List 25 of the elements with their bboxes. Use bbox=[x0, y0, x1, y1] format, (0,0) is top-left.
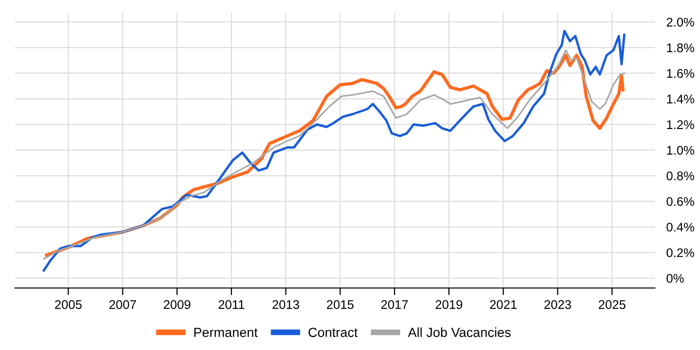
x-tick-label: 2007 bbox=[109, 300, 136, 309]
y-tick-label: 0% bbox=[666, 274, 684, 283]
y-tick-label: 0.2% bbox=[666, 248, 694, 258]
x-tick-label: 2009 bbox=[164, 300, 190, 309]
y-tick-label: 1.0% bbox=[667, 146, 694, 155]
y-tick-label: 2.0% bbox=[666, 18, 694, 27]
legend-label: Contract bbox=[308, 328, 358, 338]
x-tick-label: 2011 bbox=[218, 300, 244, 309]
x-tick-label: 2021 bbox=[490, 300, 517, 309]
x-tick-label: 2023 bbox=[544, 300, 572, 309]
legend-label: Permanent bbox=[194, 328, 258, 338]
y-tick-label: 1.4% bbox=[667, 94, 694, 104]
y-tick-label: 1.8% bbox=[667, 43, 694, 52]
x-tick-label: 2005 bbox=[55, 300, 82, 309]
x-tick-label: 2015 bbox=[326, 300, 354, 309]
legend-label: All Job Vacancies bbox=[408, 327, 511, 338]
y-tick-label: 0.6% bbox=[666, 197, 694, 206]
x-tick-label: 2017 bbox=[381, 300, 408, 309]
y-tick-label: 0.8% bbox=[666, 171, 694, 180]
y-tick-label: 1.6% bbox=[667, 69, 694, 78]
x-tick-label: 2013 bbox=[272, 300, 300, 309]
y-tick-label: 1.2% bbox=[667, 120, 694, 130]
x-tick-label: 2019 bbox=[436, 300, 462, 309]
x-tick-label: 2025 bbox=[598, 300, 626, 309]
y-tick-label: 0.4% bbox=[666, 222, 694, 232]
